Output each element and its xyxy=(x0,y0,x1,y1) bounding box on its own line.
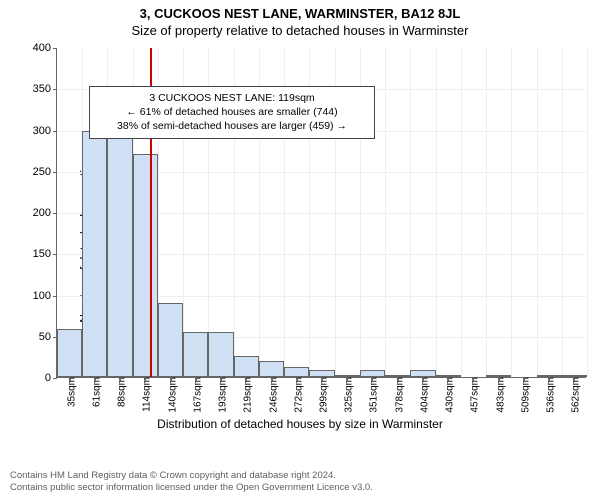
histogram-bar xyxy=(208,332,233,377)
x-tick-mark xyxy=(95,377,96,381)
x-tick-label: 536sqm xyxy=(542,377,557,413)
x-tick-mark xyxy=(524,377,525,381)
x-tick-mark xyxy=(322,377,323,381)
histogram-bar xyxy=(183,332,208,377)
x-tick-label: 562sqm xyxy=(567,377,582,413)
footer: Contains HM Land Registry data © Crown c… xyxy=(10,470,373,494)
gridline-v xyxy=(486,48,487,377)
histogram-bar xyxy=(259,361,284,378)
title-main: 3, CUCKOOS NEST LANE, WARMINSTER, BA12 8… xyxy=(0,0,600,21)
histogram-bar xyxy=(284,367,309,377)
x-tick-label: 351sqm xyxy=(365,377,380,413)
x-tick-label: 509sqm xyxy=(516,377,531,413)
annotation-box: 3 CUCKOOS NEST LANE: 119sqm ← 61% of det… xyxy=(89,86,375,139)
x-tick-label: 219sqm xyxy=(239,377,254,413)
x-tick-mark xyxy=(549,377,550,381)
y-tick-mark xyxy=(53,131,57,132)
x-tick-mark xyxy=(574,377,575,381)
x-tick-mark xyxy=(221,377,222,381)
histogram-bar xyxy=(57,329,82,377)
x-tick-label: 325sqm xyxy=(340,377,355,413)
gridline-v xyxy=(410,48,411,377)
x-tick-label: 483sqm xyxy=(491,377,506,413)
y-tick-mark xyxy=(53,378,57,379)
x-tick-mark xyxy=(499,377,500,381)
y-tick-mark xyxy=(53,48,57,49)
title-sub: Size of property relative to detached ho… xyxy=(0,21,600,42)
histogram-bar xyxy=(234,356,259,377)
plot-area: 3 CUCKOOS NEST LANE: 119sqm ← 61% of det… xyxy=(56,48,586,378)
x-tick-label: 35sqm xyxy=(62,377,77,407)
histogram-bar xyxy=(309,370,334,377)
chart-container: 3, CUCKOOS NEST LANE, WARMINSTER, BA12 8… xyxy=(0,0,600,500)
gridline-v xyxy=(461,48,462,377)
x-tick-mark xyxy=(448,377,449,381)
x-tick-label: 193sqm xyxy=(214,377,229,413)
footer-line2: Contains public sector information licen… xyxy=(10,482,373,494)
x-tick-label: 140sqm xyxy=(163,377,178,413)
x-tick-mark xyxy=(423,377,424,381)
histogram-bar xyxy=(133,154,158,377)
gridline-v xyxy=(436,48,437,377)
gridline-v xyxy=(511,48,512,377)
gridline-v xyxy=(562,48,563,377)
gridline-v xyxy=(587,48,588,377)
y-tick-mark xyxy=(53,296,57,297)
histogram-bar xyxy=(158,303,183,377)
x-tick-mark xyxy=(372,377,373,381)
x-tick-label: 246sqm xyxy=(264,377,279,413)
x-tick-mark xyxy=(272,377,273,381)
x-axis-title: Distribution of detached houses by size … xyxy=(0,417,600,431)
histogram-bar xyxy=(360,370,385,377)
annotation-line1: 3 CUCKOOS NEST LANE: 119sqm xyxy=(96,91,368,105)
x-tick-mark xyxy=(473,377,474,381)
y-tick-mark xyxy=(53,172,57,173)
footer-line1: Contains HM Land Registry data © Crown c… xyxy=(10,470,373,482)
x-tick-label: 378sqm xyxy=(390,377,405,413)
annotation-line2: ← 61% of detached houses are smaller (74… xyxy=(96,105,368,119)
x-tick-mark xyxy=(171,377,172,381)
annotation-line3: 38% of semi-detached houses are larger (… xyxy=(96,119,368,133)
x-tick-label: 272sqm xyxy=(289,377,304,413)
histogram-bar xyxy=(82,131,107,377)
x-tick-mark xyxy=(70,377,71,381)
x-tick-label: 299sqm xyxy=(315,377,330,413)
x-tick-mark xyxy=(347,377,348,381)
x-tick-label: 404sqm xyxy=(415,377,430,413)
x-tick-label: 167sqm xyxy=(188,377,203,413)
gridline-v xyxy=(537,48,538,377)
x-tick-mark xyxy=(196,377,197,381)
y-tick-mark xyxy=(53,213,57,214)
x-tick-label: 61sqm xyxy=(87,377,102,407)
y-tick-mark xyxy=(53,89,57,90)
chart-outer: Number of detached properties 3 CUCKOOS … xyxy=(0,42,600,437)
x-tick-label: 114sqm xyxy=(138,377,153,412)
x-tick-mark xyxy=(246,377,247,381)
x-tick-mark xyxy=(398,377,399,381)
x-tick-mark xyxy=(120,377,121,381)
x-tick-mark xyxy=(297,377,298,381)
y-tick-mark xyxy=(53,254,57,255)
x-tick-label: 457sqm xyxy=(466,377,481,413)
x-tick-label: 88sqm xyxy=(113,377,128,407)
x-tick-mark xyxy=(145,377,146,381)
x-tick-label: 430sqm xyxy=(441,377,456,413)
histogram-bar xyxy=(410,370,435,377)
gridline-v xyxy=(385,48,386,377)
